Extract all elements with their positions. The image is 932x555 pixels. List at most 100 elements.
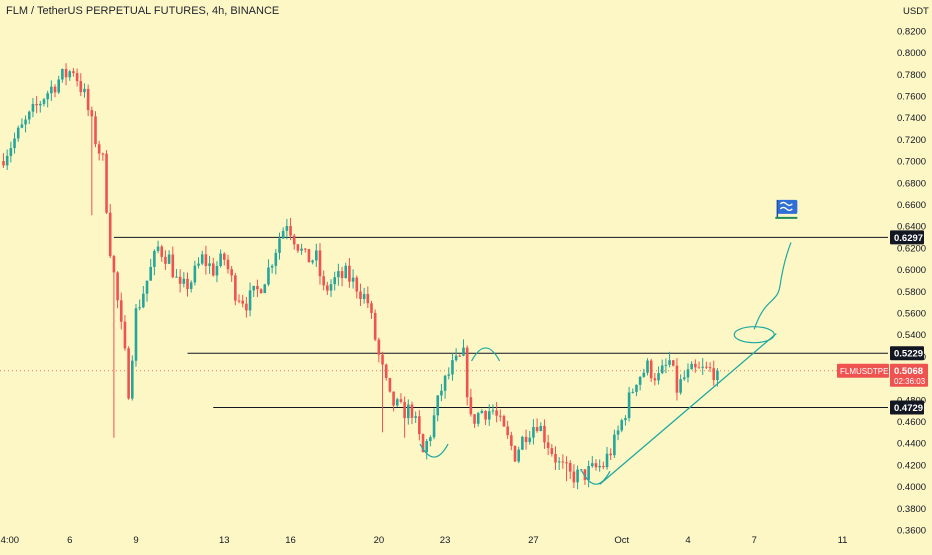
candle[interactable] [256,279,259,298]
candle[interactable] [436,395,440,422]
level-price-tag[interactable]: 0.4729 [890,400,924,415]
projection-curve[interactable] [753,242,792,330]
candle[interactable] [579,468,583,472]
candle[interactable] [13,132,16,154]
candle[interactable] [458,354,462,357]
candle[interactable] [156,240,160,254]
candle[interactable] [27,110,31,124]
candle[interactable] [454,348,458,362]
candle[interactable] [712,360,716,386]
candle[interactable] [46,90,49,108]
candle[interactable] [624,415,627,426]
candle[interactable] [392,391,395,412]
candle[interactable] [20,118,24,129]
candle[interactable] [594,459,598,471]
candle[interactable] [108,204,112,259]
candle[interactable] [259,288,263,294]
candle[interactable] [94,111,97,148]
candle[interactable] [517,446,520,464]
level-price-tag[interactable]: 0.6297 [890,230,924,245]
candle[interactable] [366,286,370,309]
candle[interactable] [134,304,138,367]
candle[interactable] [543,419,546,449]
candle[interactable] [616,425,620,441]
candle[interactable] [708,362,712,372]
candle[interactable] [263,283,267,294]
candle[interactable] [42,97,46,107]
candle[interactable] [469,388,473,417]
candle[interactable] [57,75,60,95]
candle[interactable] [587,460,590,488]
level-price-tag[interactable]: 0.5229 [890,346,924,361]
candle[interactable] [116,271,119,309]
candle[interactable] [326,281,329,295]
candle[interactable] [252,285,256,298]
candle[interactable] [2,153,5,168]
candle[interactable] [694,359,697,373]
candle[interactable] [344,262,348,279]
candle[interactable] [418,410,421,441]
candle[interactable] [35,96,38,114]
candle[interactable] [245,296,248,318]
candle[interactable] [539,422,543,432]
candle[interactable] [307,249,311,263]
candle[interactable] [638,376,642,391]
candle[interactable] [175,269,178,278]
candle[interactable] [200,250,204,266]
candle[interactable] [182,272,186,288]
candle[interactable] [215,261,219,283]
candle[interactable] [86,84,90,117]
candle[interactable] [142,285,145,309]
candle[interactable] [127,346,130,400]
candle[interactable] [160,244,164,262]
candle[interactable] [506,420,509,439]
candle[interactable] [432,408,436,440]
candle[interactable] [370,300,373,319]
candle[interactable] [598,459,601,472]
candle[interactable] [289,217,292,241]
candle[interactable] [660,359,664,375]
candle[interactable] [705,361,708,370]
candle[interactable] [657,366,660,385]
candle[interactable] [211,257,215,277]
projection-ellipse[interactable] [733,326,775,344]
candle[interactable] [447,367,451,380]
candle[interactable] [278,232,281,260]
candle[interactable] [5,149,9,171]
candle[interactable] [443,374,447,399]
candle[interactable] [193,260,197,286]
candle[interactable] [167,250,171,265]
candle[interactable] [576,465,579,490]
candle[interactable] [248,282,252,317]
candle[interactable] [535,418,539,433]
candle[interactable] [97,140,101,161]
candle[interactable] [223,252,226,266]
candle[interactable] [546,434,550,456]
candle[interactable] [395,397,399,408]
flag-icon[interactable] [775,199,798,219]
candle[interactable] [690,361,693,370]
candle[interactable] [649,358,653,383]
candle[interactable] [340,266,344,287]
candle[interactable] [105,150,108,215]
candle[interactable] [403,396,406,438]
candle[interactable] [561,454,565,469]
candle[interactable] [635,384,638,397]
candle[interactable] [462,339,465,357]
candle[interactable] [145,280,149,302]
candle[interactable] [53,84,57,98]
candle[interactable] [318,243,322,285]
candle[interactable] [451,353,454,381]
candle[interactable] [226,254,230,274]
candle[interactable] [568,460,572,480]
candle[interactable] [480,409,484,414]
candle[interactable] [605,446,609,470]
candle[interactable] [171,246,175,279]
candle[interactable] [131,355,134,401]
candle[interactable] [484,410,487,426]
candle[interactable] [407,399,410,425]
candle[interactable] [285,219,289,240]
candle[interactable] [572,464,576,489]
candle[interactable] [153,249,156,276]
